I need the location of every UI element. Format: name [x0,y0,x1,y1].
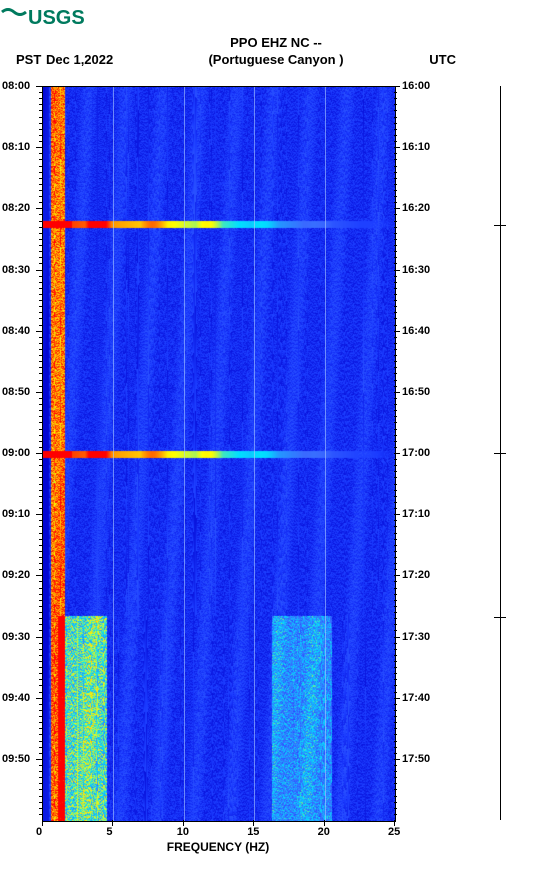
scale-tick [494,225,506,226]
spectrogram-plot [42,86,396,822]
y-left-label: 08:00 [2,80,30,92]
y-left-label: 08:10 [2,141,30,153]
y-right-label: 17:40 [402,692,430,704]
x-axis-title: FREQUENCY (HZ) [42,840,394,854]
y-left-label: 09:30 [2,631,30,643]
station-label: (Portuguese Canyon ) [0,52,552,67]
y-right-label: 17:10 [402,508,430,520]
y-left-label: 08:20 [2,202,30,214]
svg-text:USGS: USGS [28,7,85,29]
y-right-label: 17:20 [402,569,430,581]
y-left-label: 09:50 [2,753,30,765]
x-tick-label: 10 [177,826,189,838]
y-left-label: 08:40 [2,325,30,337]
header-line1: PPO EHZ NC -- [0,35,552,52]
scale-tick [494,453,506,454]
y-left-label: 08:50 [2,386,30,398]
x-tick-label: 15 [247,826,259,838]
y-left-label: 09:00 [2,447,30,459]
y-right-label: 17:00 [402,447,430,459]
y-right-label: 16:10 [402,141,430,153]
y-right-label: 16:40 [402,325,430,337]
y-right-label: 16:20 [402,202,430,214]
y-left-label: 09:10 [2,508,30,520]
x-tick-label: 0 [36,826,42,838]
x-tick-label: 5 [106,826,112,838]
scale-tick [494,617,506,618]
usgs-logo: USGS [0,4,100,30]
y-left-label: 08:30 [2,264,30,276]
utc-label: UTC [429,52,456,67]
y-right-label: 16:00 [402,80,430,92]
y-left-label: 09:20 [2,569,30,581]
x-tick-label: 25 [388,826,400,838]
y-right-label: 16:30 [402,264,430,276]
x-tick-label: 20 [318,826,330,838]
y-right-label: 17:30 [402,631,430,643]
y-right-label: 16:50 [402,386,430,398]
y-left-label: 09:40 [2,692,30,704]
y-right-label: 17:50 [402,753,430,765]
